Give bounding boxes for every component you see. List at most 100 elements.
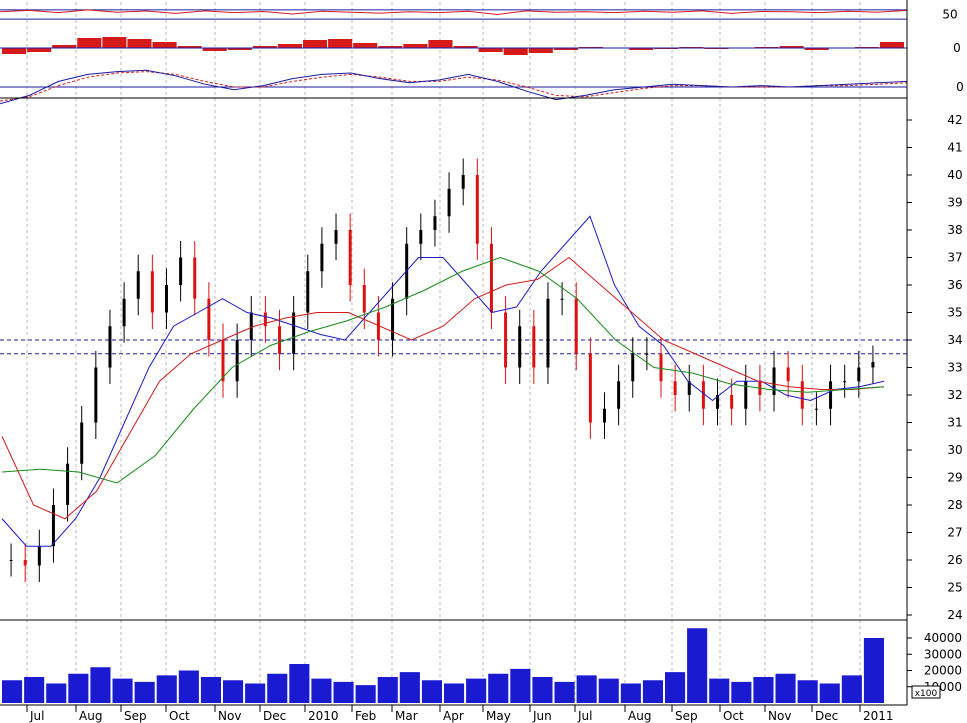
histogram-bar-20 — [503, 48, 528, 55]
volume-bar-12 — [267, 673, 288, 703]
volume-bar-34 — [753, 677, 774, 703]
histogram-bar-32 — [804, 48, 829, 50]
price-tick-label-4: 28 — [947, 498, 962, 512]
candle-body-13 — [193, 257, 197, 299]
histogram-bar-1 — [27, 48, 52, 52]
volume-unit-box — [911, 685, 941, 699]
histogram-bar-2 — [52, 45, 77, 48]
candle-body-38 — [546, 298, 550, 368]
volume-bar-6 — [134, 681, 155, 703]
x-tick-label-0: Jul — [29, 709, 44, 723]
histogram-bar-17 — [428, 40, 453, 48]
moving-average-0 — [1, 215, 885, 547]
histogram-bar-4 — [102, 37, 127, 48]
volume-bar-25 — [554, 681, 575, 703]
volume-bar-8 — [178, 670, 199, 703]
volume-panel — [2, 628, 884, 703]
volume-bar-22 — [488, 673, 509, 703]
candle-body-5 — [80, 422, 84, 464]
volume-bar-36 — [797, 680, 818, 703]
price-tick-label-7: 31 — [947, 416, 962, 430]
volume-bar-30 — [665, 672, 686, 703]
histogram-bar-10 — [252, 46, 277, 48]
candle-body-33 — [475, 175, 479, 244]
moving-average-2 — [1, 256, 885, 484]
histogram-tick-label: 0 — [953, 41, 961, 55]
candle-body-24 — [348, 230, 352, 285]
price-tick-label-6: 30 — [947, 443, 962, 457]
price-tick-label-1: 25 — [947, 581, 962, 595]
x-tick-label-18: 2011 — [863, 709, 894, 723]
moving-average-1 — [1, 256, 885, 520]
volume-unit-label: x100 — [915, 689, 938, 699]
volume-bar-16 — [355, 685, 376, 703]
candle-body-16 — [235, 340, 239, 382]
price-tick-label-8: 32 — [947, 388, 962, 402]
candle-body-8 — [122, 298, 126, 327]
volume-bar-0 — [2, 680, 23, 703]
volume-bar-31 — [687, 628, 708, 703]
candle-body-11 — [164, 285, 168, 313]
candle-body-6 — [94, 367, 98, 423]
x-tick-label-14: Sep — [675, 709, 698, 723]
price-tick-label-0: 24 — [947, 608, 962, 622]
volume-bar-21 — [466, 678, 487, 703]
candle-body-46 — [659, 353, 663, 382]
histogram-bar-18 — [453, 46, 478, 48]
candle-body-49 — [701, 381, 705, 409]
candle-body-59 — [843, 381, 847, 383]
x-tick-label-5: Dec — [263, 709, 286, 723]
x-tick-label-16: Nov — [768, 709, 791, 723]
candle-body-23 — [334, 230, 338, 244]
volume-bar-32 — [709, 678, 730, 703]
volume-bar-1 — [24, 677, 45, 703]
macd-line — [0, 69, 908, 105]
histogram-bar-12 — [303, 40, 328, 48]
candle-body-2 — [37, 546, 41, 566]
x-tick-label-1: Aug — [79, 709, 102, 723]
volume-bar-37 — [819, 683, 840, 703]
candle-body-36 — [518, 326, 522, 368]
histogram-bar-3 — [77, 38, 102, 48]
candle-body-29 — [419, 230, 423, 244]
histogram-bar-31 — [779, 46, 804, 48]
volume-bar-9 — [200, 677, 221, 703]
histogram-bar-15 — [378, 46, 403, 48]
volume-bar-20 — [444, 683, 465, 703]
histogram-bar-14 — [353, 43, 378, 48]
candle-body-58 — [829, 381, 833, 409]
histogram-bar-6 — [152, 42, 177, 48]
histogram-bar-19 — [478, 48, 503, 52]
candle-body-14 — [207, 298, 211, 340]
histogram-bar-8 — [202, 48, 227, 51]
x-tick-label-2: Sep — [124, 709, 147, 723]
rsi-panel — [0, 9, 908, 20]
volume-bar-4 — [90, 667, 111, 703]
candle-body-61 — [871, 362, 875, 368]
candle-body-55 — [786, 367, 790, 382]
candle-body-21 — [306, 271, 310, 313]
candle-body-41 — [588, 353, 592, 423]
candle-body-35 — [504, 312, 508, 368]
volume-bar-15 — [333, 681, 354, 703]
volume-bar-18 — [399, 672, 420, 703]
candle-body-56 — [800, 381, 804, 409]
volume-bar-26 — [576, 675, 597, 703]
price-tick-label-16: 40 — [947, 168, 962, 182]
volume-bar-5 — [112, 678, 133, 703]
x-axis: Jul Aug Sep Oct Nov Dec 2010 Feb Mar Apr May Jun Jul… — [0, 704, 907, 723]
candle-body-3 — [51, 505, 55, 547]
x-tick-label-10: May — [486, 709, 511, 723]
volume-tick-label-3: 40000 — [924, 631, 962, 645]
price-tick-label-18: 42 — [947, 113, 962, 127]
volume-tick-label-2: 30000 — [924, 647, 962, 661]
candle-body-4 — [66, 463, 70, 505]
candle-body-22 — [320, 243, 324, 272]
volume-bar-33 — [731, 681, 752, 703]
candle-body-34 — [489, 243, 493, 313]
volume-bar-11 — [245, 683, 266, 703]
histogram-bar-35 — [879, 42, 904, 48]
candle-body-52 — [744, 381, 748, 409]
right-axis: 50 0 0 24 25 26 27 28 29 30 31 32 33 34 35 36 37 38 39 40 41… — [906, 0, 964, 705]
volume-bar-35 — [775, 673, 796, 703]
